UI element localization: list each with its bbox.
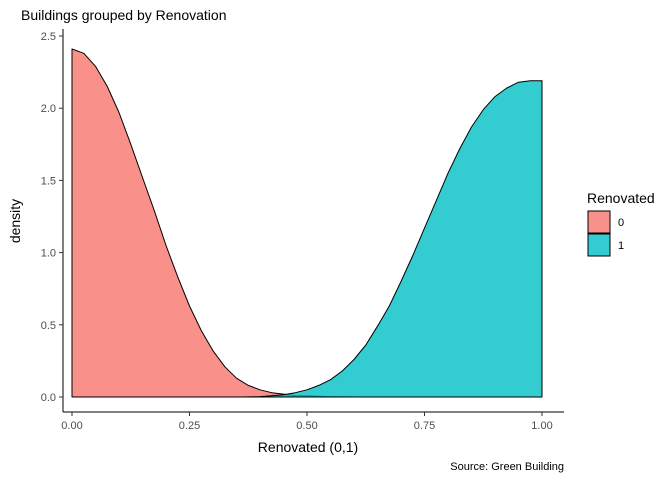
legend-key-0 [587,210,611,234]
y-axis-ticks: 0.0 0.5 1.0 1.5 2.0 2.5 [41,31,63,404]
legend-title: Renovated [587,190,655,206]
y-tick-label: 1.5 [41,175,56,187]
density-area-1 [240,80,543,398]
chart-caption: Source: Green Building [450,461,564,473]
chart-title: Buildings grouped by Renovation [21,7,226,23]
legend-key-1 [587,233,611,257]
x-axis-ticks: 0.00 0.25 0.50 0.75 1.00 [61,412,553,432]
plot-area [71,48,543,398]
legend-label-1: 1 [618,240,624,252]
x-tick-label: 1.00 [531,420,552,432]
density-area-0 [71,48,355,398]
x-tick-label: 0.25 [179,420,200,432]
y-axis-label: density [7,199,23,243]
x-tick-label: 0.75 [414,420,435,432]
x-tick-label: 0.00 [61,420,82,432]
legend-entries: 01 [587,210,624,257]
y-tick-label: 0.0 [41,392,56,404]
y-tick-label: 0.5 [41,320,56,332]
y-tick-label: 2.5 [41,31,56,43]
y-tick-label: 2.0 [41,103,56,115]
x-axis-label: Renovated (0,1) [258,439,358,455]
legend-label-0: 0 [618,217,624,229]
legend: Renovated 01 [587,190,655,257]
y-tick-label: 1.0 [41,248,56,260]
x-tick-label: 0.50 [296,420,317,432]
